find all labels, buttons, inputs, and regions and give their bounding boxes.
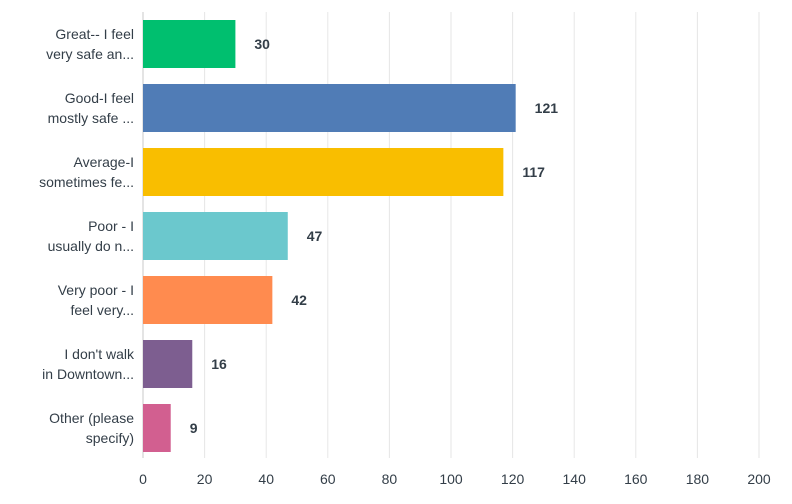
- category-label: Great-- I feel very safe an...: [46, 26, 134, 62]
- data-label: 16: [211, 356, 227, 372]
- x-tick-label: 140: [563, 471, 587, 487]
- x-tick-label: 40: [258, 471, 274, 487]
- x-tick-label: 120: [501, 471, 525, 487]
- category-label: I don't walk in Downtown...: [42, 346, 135, 382]
- bar[interactable]: [143, 84, 516, 132]
- x-axis-ticks: 0 20 40 60 80 100 120 140 160 180 200: [139, 471, 771, 487]
- bar[interactable]: [143, 20, 236, 68]
- x-tick-label: 60: [320, 471, 336, 487]
- x-tick-label: 0: [139, 471, 147, 487]
- x-tick-label: 20: [197, 471, 213, 487]
- value-labels: 30 121 117 47 42 16 9: [190, 36, 559, 436]
- bar[interactable]: [143, 340, 193, 388]
- bar[interactable]: [143, 276, 273, 324]
- data-label: 121: [535, 100, 559, 116]
- category-label: Average-I sometimes fe...: [39, 154, 134, 190]
- x-tick-label: 80: [382, 471, 398, 487]
- category-label: Good-I feel mostly safe ...: [48, 90, 134, 126]
- bar[interactable]: [143, 404, 171, 452]
- x-tick-label: 180: [686, 471, 710, 487]
- data-label: 42: [291, 292, 307, 308]
- data-label: 9: [190, 420, 198, 436]
- x-tick-label: 200: [747, 471, 771, 487]
- data-label: 30: [254, 36, 270, 52]
- x-tick-label: 160: [624, 471, 648, 487]
- bar[interactable]: [143, 212, 288, 260]
- data-label: 117: [522, 164, 545, 180]
- x-tick-label: 100: [439, 471, 463, 487]
- data-label: 47: [307, 228, 323, 244]
- category-label: Other (please specify): [49, 410, 134, 446]
- bar[interactable]: [143, 148, 504, 196]
- category-labels: Great-- I feel very safe an... Good-I feel…: [39, 26, 135, 446]
- bars: [143, 20, 516, 452]
